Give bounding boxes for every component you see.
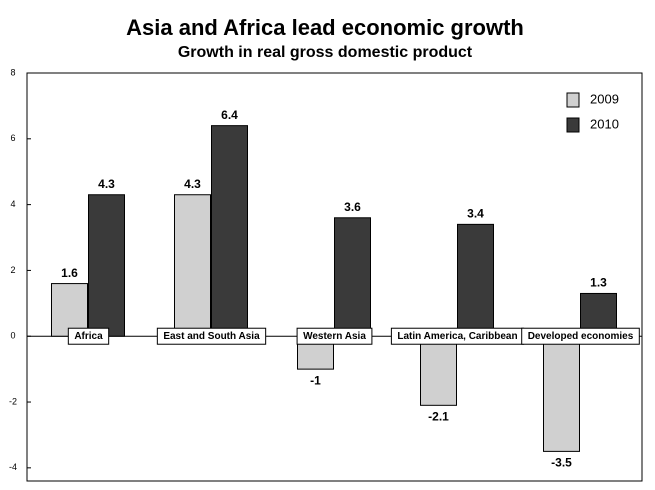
value-label: 6.4 [221, 108, 238, 122]
chart-title: Asia and Africa lead economic growth [126, 15, 524, 40]
y-tick-label: 6 [10, 133, 15, 143]
category-box [156, 327, 267, 345]
x-tick-label: Africa [74, 331, 103, 342]
bar [543, 335, 580, 452]
value-label: 3.6 [344, 200, 361, 214]
value-label: 1.6 [61, 266, 78, 280]
category-box [67, 327, 110, 345]
y-tick-label: 2 [10, 265, 15, 275]
value-label: 1.3 [590, 276, 607, 290]
x-tick-label: Developed economies [528, 331, 634, 342]
value-label: 3.4 [467, 207, 484, 221]
value-label: -2.1 [428, 409, 449, 423]
value-label: -1 [310, 373, 321, 387]
x-tick-label: East and South Asia [163, 331, 260, 342]
category-box [521, 327, 640, 345]
chart-subtitle: Growth in real gross domestic product [178, 44, 473, 61]
value-label: 4.3 [184, 177, 201, 191]
category-box [296, 327, 373, 345]
legend-label: 2009 [590, 91, 619, 106]
legend-swatch [566, 117, 580, 133]
bar [88, 194, 125, 337]
legend-label: 2010 [590, 116, 619, 131]
bar [334, 217, 371, 337]
y-tick-label: 4 [10, 199, 15, 209]
y-tick-label: 8 [10, 67, 15, 77]
bar [174, 194, 211, 337]
x-tick-label: Western Asia [303, 331, 366, 342]
bar [457, 223, 494, 337]
value-label: -3.5 [551, 456, 572, 470]
bar [211, 125, 248, 337]
x-tick-label: Latin America, Caribbean [397, 331, 517, 342]
value-label: 4.3 [98, 177, 115, 191]
legend-swatch [566, 92, 580, 108]
y-tick-label: -2 [9, 396, 17, 406]
y-tick-label: 0 [10, 331, 15, 341]
bar [420, 335, 457, 406]
plot-frame [26, 72, 643, 482]
y-tick-label: -4 [9, 462, 17, 472]
